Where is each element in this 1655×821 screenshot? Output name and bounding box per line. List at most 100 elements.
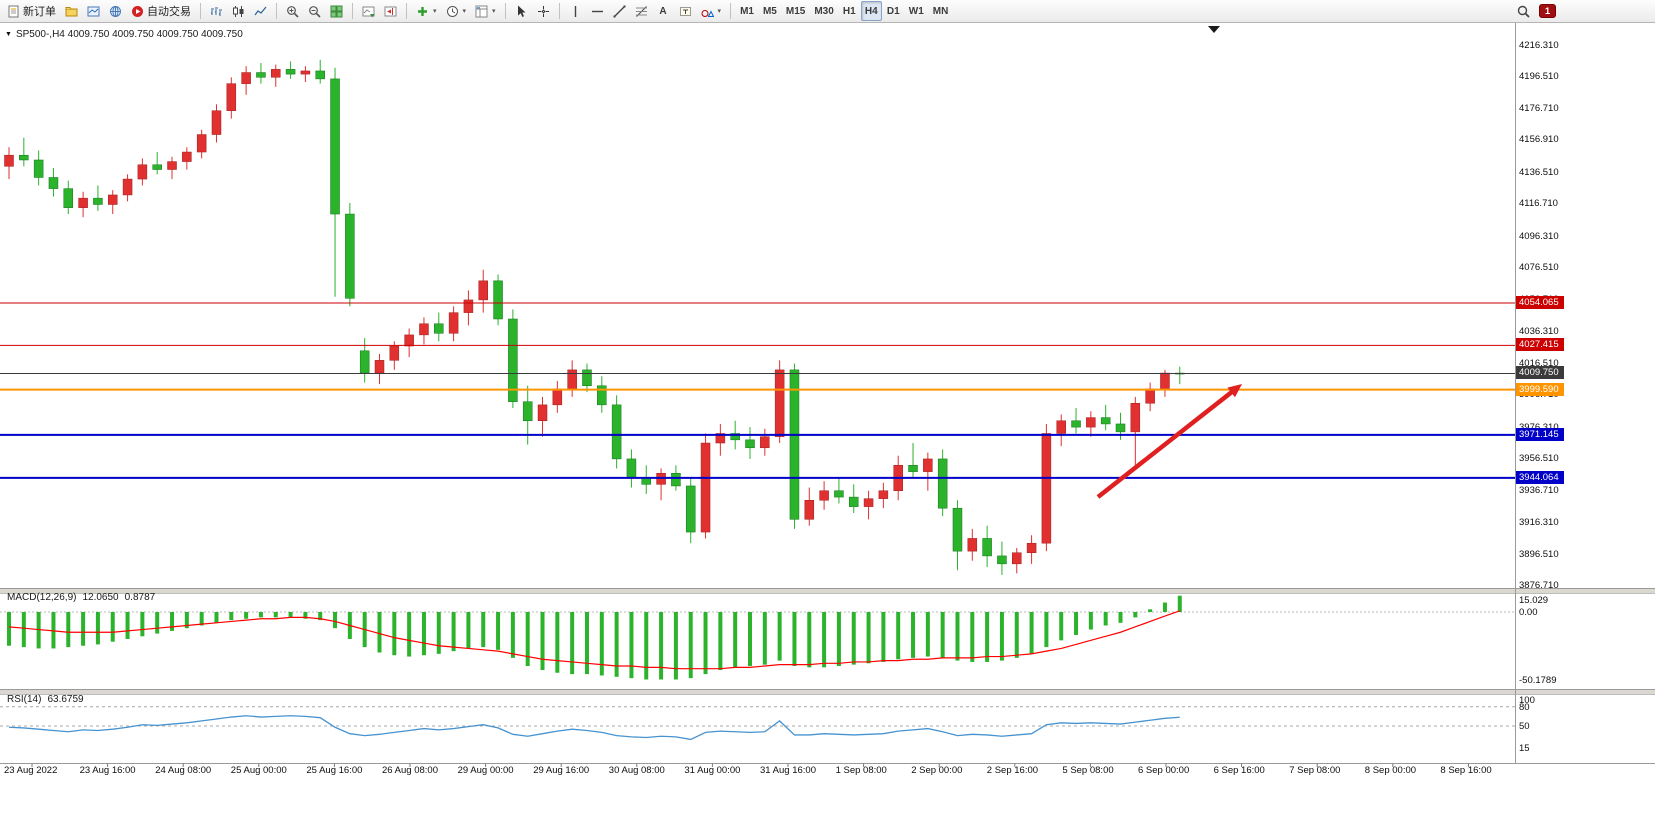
navigator-button[interactable]: [105, 1, 126, 21]
chart-shift-marker-icon[interactable]: [1208, 26, 1220, 33]
crosshair-icon: [537, 5, 549, 17]
candle-body: [78, 197, 88, 208]
new-order-button[interactable]: 新订单: [3, 1, 60, 21]
candle-body: [997, 555, 1007, 565]
timeframe-m5-button[interactable]: M5: [759, 1, 781, 21]
macd-bar: [1177, 595, 1182, 612]
macd-bar: [762, 612, 767, 665]
tile-windows-button[interactable]: [326, 1, 347, 21]
market-watch-button[interactable]: [83, 1, 104, 21]
candle-body: [834, 490, 844, 498]
time-tick: 8 Sep 00:00: [1364, 765, 1417, 776]
macd-bar: [466, 612, 471, 649]
notification-badge[interactable]: 1: [1539, 4, 1556, 18]
candle-body: [1130, 403, 1141, 433]
macd-bar: [481, 612, 486, 648]
templates-dropdown-arrow-icon: ▾: [492, 8, 496, 15]
bar-chart-button[interactable]: [206, 1, 227, 21]
time-tick: 6 Sep 00:00: [1138, 765, 1190, 776]
periods-button[interactable]: ▾: [442, 1, 471, 21]
zoom-in-icon: [287, 5, 299, 18]
auto-scroll-icon: [362, 6, 375, 17]
fibonacci-button[interactable]: [631, 1, 652, 21]
time-tick: 23 Aug 16:00: [79, 765, 136, 776]
rsi-axis-tick: 15: [1519, 743, 1530, 755]
candle-body: [715, 433, 726, 444]
timeframe-d1-button[interactable]: D1: [883, 1, 904, 21]
candle-body: [952, 507, 963, 552]
time-tick: 7 Sep 08:00: [1289, 765, 1341, 776]
macd-bar: [244, 612, 249, 619]
chart-title: SP500-,H4 4009.750 4009.750 4009.750 400…: [15, 29, 243, 40]
timeframe-h4-label: H4: [864, 5, 878, 17]
price-tick: 3936.710: [1519, 484, 1559, 496]
text-label-button[interactable]: [675, 1, 696, 21]
timeframe-h4-button[interactable]: H4: [860, 1, 882, 21]
macd-bar: [1103, 612, 1108, 626]
text-button[interactable]: A: [653, 1, 674, 21]
macd-bar: [911, 612, 916, 658]
crosshair-button[interactable]: [533, 1, 554, 21]
time-tick: 30 Aug 08:00: [608, 765, 665, 776]
macd-bar: [199, 612, 204, 626]
auto-scroll-button[interactable]: [358, 1, 379, 21]
indicators-button[interactable]: ▾: [412, 1, 441, 21]
timeframe-m1-button[interactable]: M1: [736, 1, 758, 21]
price-tick: 4116.710: [1519, 198, 1558, 210]
shapes-button[interactable]: ▾: [697, 1, 726, 21]
price-tick: 4156.910: [1519, 134, 1559, 146]
candlestick-chart-icon: [233, 5, 244, 17]
templates-button[interactable]: ▾: [471, 1, 500, 21]
vertical-line-button[interactable]: [565, 1, 586, 21]
time-axis[interactable]: 23 Aug 2022 23 Aug 16:00 24 Aug 08:00 25 Au…: [0, 764, 1515, 780]
price-badge-4054.065: 4054.065: [1516, 295, 1564, 309]
candle-body: [19, 154, 29, 161]
candle-body: [1100, 417, 1111, 425]
macd-bar: [1059, 612, 1064, 641]
timeframe-m15-button[interactable]: M15: [782, 1, 809, 21]
chart-shift-button[interactable]: [380, 1, 401, 21]
macd-bar: [303, 612, 308, 619]
horizontal-line-button[interactable]: [587, 1, 608, 21]
trendline-button[interactable]: [609, 1, 630, 21]
zoom-in-button[interactable]: [282, 1, 303, 21]
macd-bar: [318, 612, 323, 621]
macd-bar: [896, 612, 901, 660]
cursor-button[interactable]: [511, 1, 532, 21]
macd-bar: [1014, 612, 1019, 658]
candle-body: [626, 458, 637, 479]
macd-bar: [940, 612, 945, 658]
timeframe-h1-button[interactable]: H1: [839, 1, 860, 21]
candle-body: [1145, 388, 1155, 404]
line-chart-button[interactable]: [250, 1, 271, 21]
candle-body: [196, 134, 207, 153]
toolbar-separator: [352, 3, 353, 19]
price-axis[interactable]: 4216.310 4196.510 4176.710 4156.910 4136.510…: [1516, 23, 1655, 768]
candle-body: [671, 472, 681, 487]
trend-arrow[interactable]: [1096, 387, 1238, 499]
macd-bar: [851, 612, 856, 665]
timeframe-mn-button[interactable]: MN: [929, 1, 953, 21]
macd-bar: [807, 612, 812, 668]
shapes-dropdown-arrow-icon: ▾: [717, 8, 722, 15]
chart-corner-arrow-icon[interactable]: ▼: [5, 31, 12, 38]
macd-bar: [599, 612, 604, 676]
candlestick-chart-button[interactable]: [228, 1, 249, 21]
profiles-button[interactable]: [61, 1, 82, 21]
time-tick: 2 Sep 16:00: [986, 765, 1039, 776]
search-button[interactable]: [1513, 1, 1534, 21]
chart-canvas[interactable]: [0, 23, 1655, 821]
bar-chart-icon: [211, 6, 222, 16]
autotrade-button[interactable]: 自动交易: [127, 1, 195, 21]
price-tick: 4096.310: [1519, 230, 1559, 242]
zoom-out-button[interactable]: [304, 1, 325, 21]
candle-body: [107, 194, 118, 205]
candle-body: [508, 318, 518, 402]
macd-bar: [451, 612, 456, 652]
macd-bar: [792, 612, 797, 666]
timeframe-w1-button[interactable]: W1: [905, 1, 928, 21]
timeframe-m30-button[interactable]: M30: [810, 1, 837, 21]
candle-body: [774, 369, 785, 437]
macd-bar: [125, 612, 130, 639]
horizontal-line-icon: [591, 10, 603, 12]
